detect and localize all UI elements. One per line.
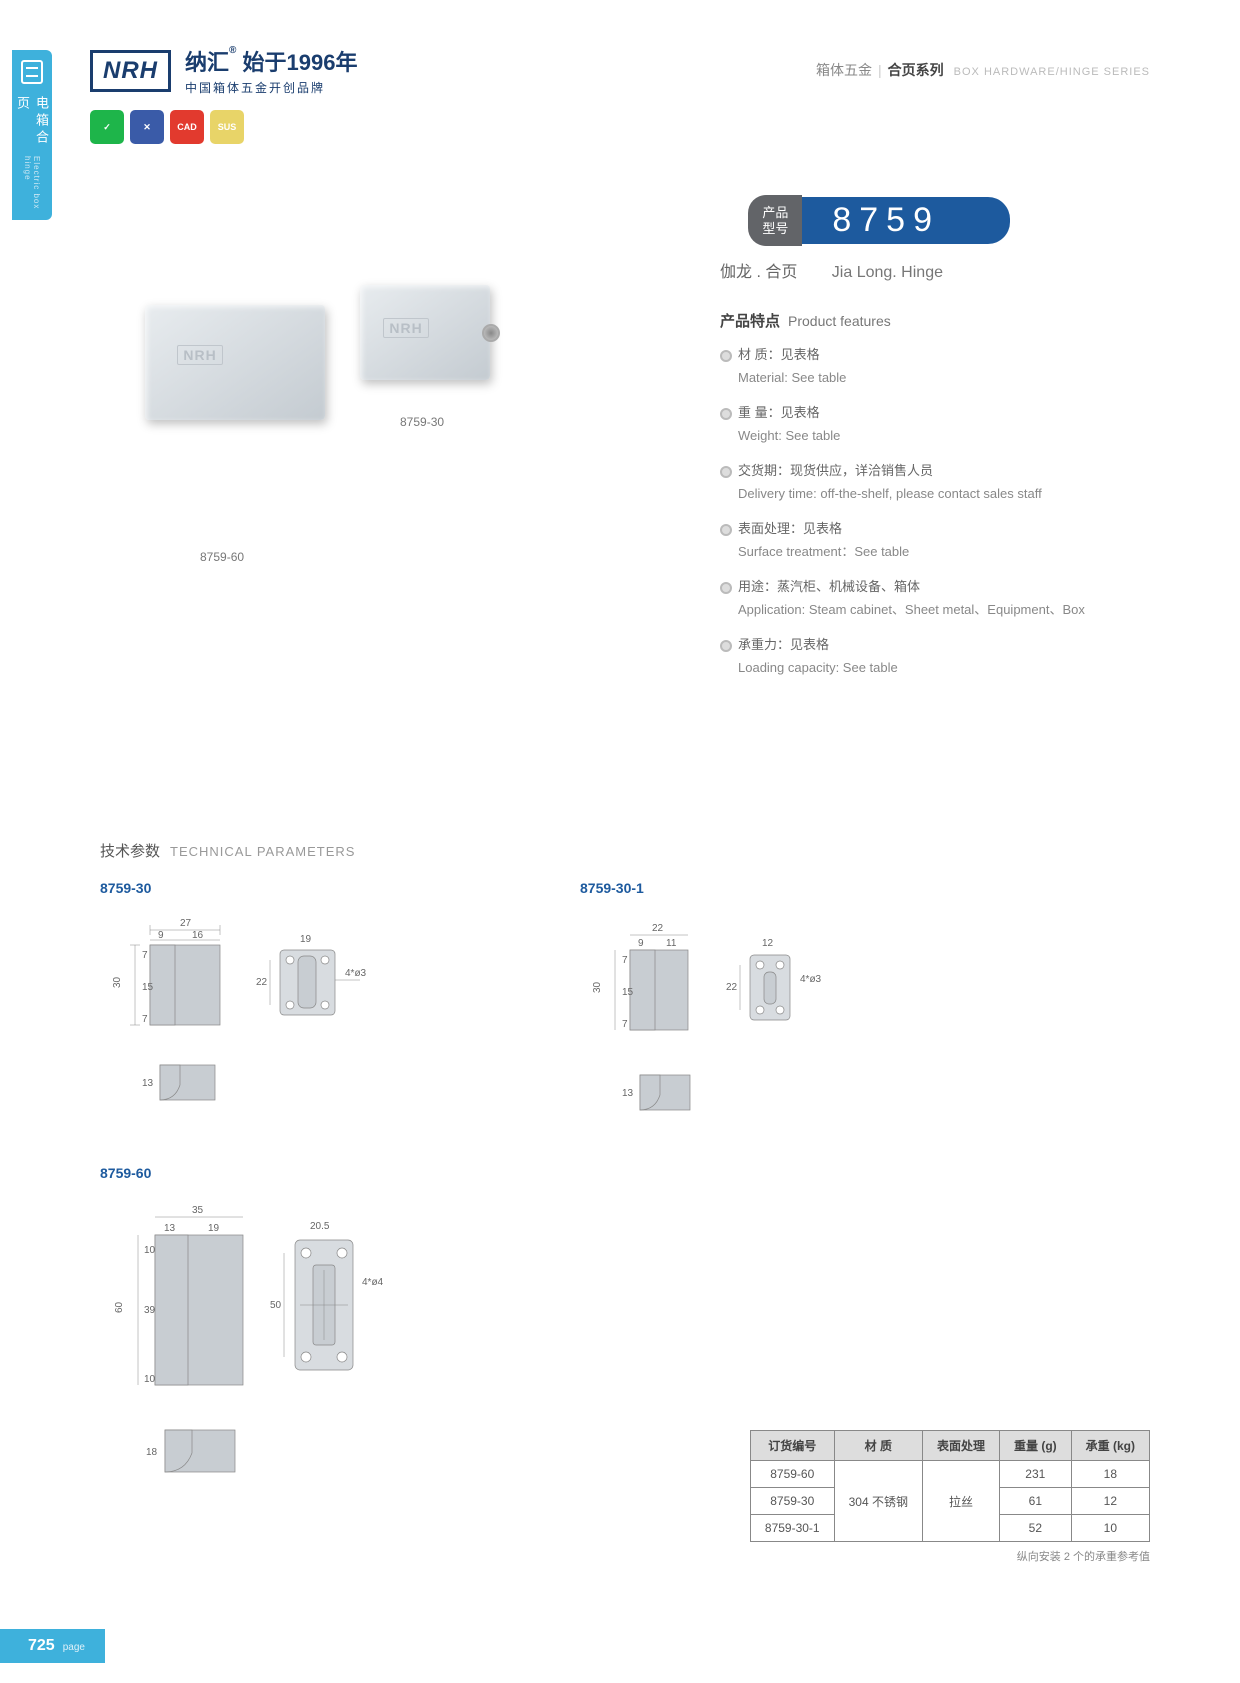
- svg-text:10: 10: [144, 1245, 156, 1256]
- technical-drawing-8759-30: 27 9 16 30 7 15 7 19 22 4*ø3 13: [100, 900, 400, 1130]
- svg-text:27: 27: [180, 918, 192, 929]
- hinge-icon: [21, 60, 43, 84]
- brand-text: 纳汇® 始于1996年 中国箱体五金开创品牌: [185, 45, 357, 96]
- svg-text:7: 7: [622, 1019, 628, 1030]
- svg-text:16: 16: [192, 930, 204, 941]
- features-list: 材 质：见表格Material: See table 重 量：见表格Weight…: [720, 345, 1150, 693]
- svg-text:22: 22: [652, 923, 664, 934]
- spec-table: 订货编号 材 质 表面处理 重量 (g) 承重 (kg) 8759-60 304…: [750, 1430, 1150, 1542]
- svg-text:4*ø4: 4*ø4: [362, 1277, 384, 1288]
- svg-text:22: 22: [726, 982, 738, 993]
- cat-cn1: 箱体五金: [816, 62, 872, 78]
- badge-check-icon: ✓: [90, 110, 124, 144]
- svg-text:12: 12: [762, 938, 774, 949]
- tagline: 中国箱体五金开创品牌: [185, 79, 357, 96]
- side-tab-en: Electric box hinge: [23, 156, 41, 220]
- badge-cross-icon: ✕: [130, 110, 164, 144]
- technical-drawing-8759-30-1: 22 9 11 30 7 15 7 12 22 4*ø3 13: [580, 900, 880, 1150]
- product-photo-8759-30: [360, 285, 490, 380]
- category-side-tab: 电箱合页 Electric box hinge: [12, 50, 52, 220]
- photo-label-30: 8759-30: [400, 415, 444, 429]
- th-code: 订货编号: [750, 1431, 834, 1461]
- feature-item: 重 量：见表格Weight: See table: [720, 403, 1150, 445]
- svg-text:22: 22: [256, 977, 268, 988]
- product-photo-8759-60: [145, 305, 325, 420]
- drawing-label-8759-60: 8759-60: [100, 1165, 151, 1181]
- svg-text:9: 9: [158, 930, 164, 941]
- th-material: 材 质: [834, 1431, 922, 1461]
- model-number: 8759: [802, 197, 1010, 244]
- brand-logo: NRH: [90, 50, 171, 92]
- since-text: 始于1996年: [243, 50, 358, 75]
- svg-text:13: 13: [142, 1078, 154, 1089]
- badge-cad-icon: CAD: [170, 110, 204, 144]
- product-name: 伽龙 . 合页 Jia Long. Hinge: [720, 258, 1150, 282]
- side-tab-cn: 电箱合页: [13, 96, 51, 150]
- svg-text:15: 15: [142, 982, 154, 993]
- th-weight: 重量 (g): [999, 1431, 1071, 1461]
- brand-cn: 纳汇: [185, 50, 229, 75]
- feature-item: 承重力：见表格Loading capacity: See table: [720, 635, 1150, 677]
- product-photo-area: 8759-60 8759-30: [130, 240, 510, 520]
- product-name-cn: 伽龙 . 合页: [720, 264, 797, 281]
- th-surface: 表面处理: [922, 1431, 999, 1461]
- table-note: 纵向安装 2 个的承重参考值: [1017, 1548, 1150, 1564]
- header-left: NRH 纳汇® 始于1996年 中国箱体五金开创品牌: [90, 45, 357, 96]
- cat-cn2: 合页系列: [888, 62, 944, 78]
- td-material: 304 不锈钢: [834, 1461, 922, 1542]
- table-header-row: 订货编号 材 质 表面处理 重量 (g) 承重 (kg): [750, 1431, 1149, 1461]
- svg-text:60: 60: [114, 1301, 125, 1313]
- technical-drawing-8759-60: 35 13 19 60 10 39 10 20.5 50 4*ø4 18: [100, 1185, 420, 1505]
- svg-text:35: 35: [192, 1205, 204, 1216]
- svg-text:7: 7: [142, 1014, 148, 1025]
- feature-item: 表面处理：见表格Surface treatment：See table: [720, 519, 1150, 561]
- reg-mark: ®: [229, 45, 236, 56]
- svg-text:7: 7: [142, 950, 148, 961]
- drawing-label-8759-30: 8759-30: [100, 880, 151, 896]
- svg-text:19: 19: [300, 934, 312, 945]
- svg-text:19: 19: [208, 1223, 220, 1234]
- features-heading: 产品特点Product features: [720, 310, 1150, 331]
- svg-text:7: 7: [622, 955, 628, 966]
- table-row: 8759-60 304 不锈钢 拉丝 23118: [750, 1461, 1149, 1488]
- svg-text:11: 11: [666, 938, 677, 949]
- svg-text:10: 10: [144, 1374, 156, 1385]
- cert-badges: ✓ ✕ CAD SUS: [90, 110, 244, 144]
- cat-en: BOX HARDWARE/HINGE SERIES: [954, 66, 1150, 78]
- svg-text:30: 30: [112, 976, 123, 988]
- product-name-en: Jia Long. Hinge: [832, 264, 943, 281]
- th-load: 承重 (kg): [1071, 1431, 1149, 1461]
- header-right: 箱体五金|合页系列BOX HARDWARE/HINGE SERIES: [816, 60, 1150, 80]
- svg-text:50: 50: [270, 1300, 282, 1311]
- svg-text:20.5: 20.5: [310, 1221, 330, 1232]
- svg-text:15: 15: [622, 987, 634, 998]
- svg-text:30: 30: [592, 981, 603, 993]
- feature-item: 材 质：见表格Material: See table: [720, 345, 1150, 387]
- feature-item: 交货期：现货供应，详洽销售人员Delivery time: off-the-sh…: [720, 461, 1150, 503]
- photo-label-60: 8759-60: [200, 550, 244, 564]
- model-badge: 产品型号 8759: [748, 195, 1010, 246]
- svg-text:4*ø3: 4*ø3: [345, 968, 367, 979]
- svg-text:13: 13: [622, 1088, 634, 1099]
- svg-text:9: 9: [638, 938, 644, 949]
- badge-sus-icon: SUS: [210, 110, 244, 144]
- svg-text:4*ø3: 4*ø3: [800, 974, 822, 985]
- svg-text:13: 13: [164, 1223, 176, 1234]
- page-number: 725page: [0, 1629, 105, 1663]
- feature-item: 用途：蒸汽柜、机械设备、箱体Application: Steam cabinet…: [720, 577, 1150, 619]
- svg-text:39: 39: [144, 1305, 156, 1316]
- model-label: 产品型号: [748, 195, 802, 246]
- tech-params-heading: 技术参数TECHNICAL PARAMETERS: [100, 840, 355, 861]
- td-surface: 拉丝: [922, 1461, 999, 1542]
- svg-text:18: 18: [146, 1447, 158, 1458]
- drawing-label-8759-30-1: 8759-30-1: [580, 880, 644, 896]
